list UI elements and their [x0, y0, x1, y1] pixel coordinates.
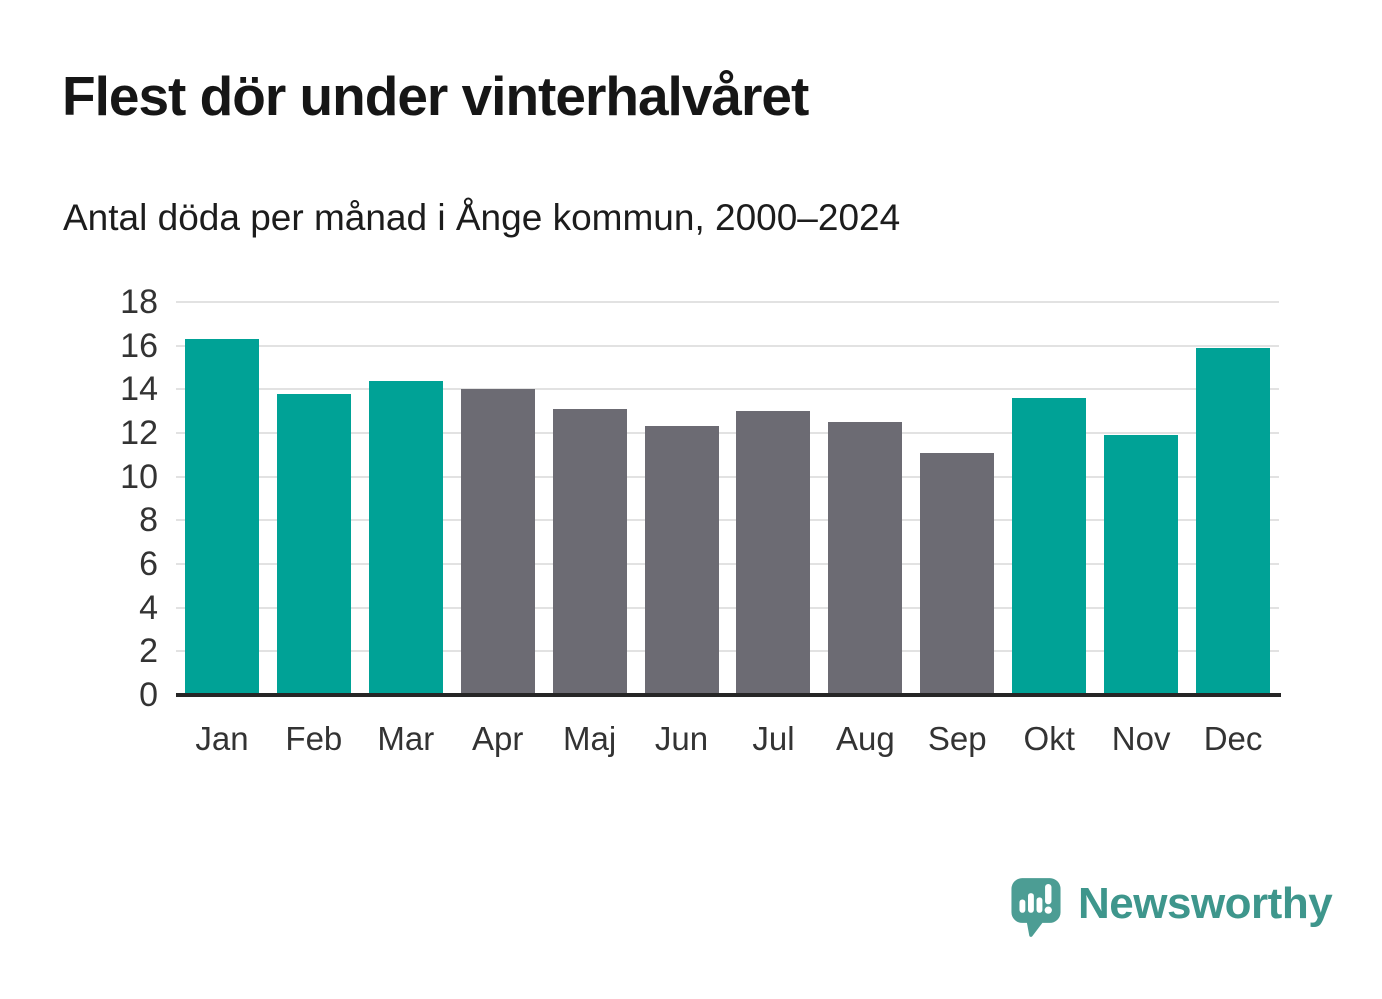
x-tick-label-jun: Jun: [654, 720, 709, 757]
bar-jun: [644, 426, 719, 695]
gridline-y-4: [176, 606, 1279, 609]
gridline-y-6: [176, 563, 1279, 565]
gridline-y-10: [176, 475, 1279, 478]
y-tick-label-16: 16: [120, 326, 158, 365]
x-tick-label-jan: Jan: [195, 720, 249, 757]
bar-sep: [920, 452, 995, 695]
bar-maj: [552, 408, 627, 695]
bar-apr: [460, 389, 535, 695]
x-tick-label-aug: Aug: [836, 720, 895, 757]
gridline-y-18: [176, 301, 1279, 303]
newsworthy-logo-text: Newsworthy: [1078, 879, 1333, 928]
x-tick-label-mar: Mar: [377, 720, 435, 757]
gridline-y-2: [176, 650, 1279, 653]
bar-okt: [1012, 398, 1087, 695]
chart-subtitle: Antal döda per månad i Ånge kommun, 2000…: [63, 197, 901, 238]
x-tick-label-sep: Sep: [927, 720, 987, 757]
x-tick-label-nov: Nov: [1111, 720, 1171, 757]
bar-chart-speech-bubble-icon: [1011, 878, 1061, 937]
y-tick-label-0: 0: [139, 676, 158, 714]
gridline-y-16: [176, 344, 1279, 347]
x-tick-label-apr: Apr: [472, 720, 524, 757]
chart-title: Flest dör under vinterhalvåret: [62, 65, 809, 127]
y-tick-label-4: 4: [139, 588, 158, 627]
x-tick-label-maj: Maj: [563, 720, 617, 757]
gridline-y-8: [176, 519, 1279, 522]
x-tick-label-feb: Feb: [285, 720, 343, 757]
bar-feb: [276, 393, 351, 695]
y-tick-label-18: 18: [120, 283, 158, 321]
x-tick-label-jul: Jul: [752, 720, 795, 757]
x-tick-label-dec: Dec: [1203, 720, 1263, 757]
x-tick-label-okt: Okt: [1023, 720, 1075, 757]
bar-nov: [1104, 435, 1179, 695]
y-tick-label-14: 14: [120, 370, 158, 409]
x-axis-line: [176, 693, 1281, 697]
bar-dec: [1196, 347, 1271, 695]
y-tick-label-10: 10: [120, 457, 158, 496]
bar-jul: [736, 411, 811, 695]
gridline-y-12: [176, 432, 1279, 434]
y-tick-label-8: 8: [139, 501, 158, 540]
bar-mar: [368, 380, 443, 695]
y-tick-label-12: 12: [120, 414, 158, 452]
bar-aug: [828, 422, 903, 695]
y-tick-label-2: 2: [139, 632, 158, 671]
newsworthy-logo: Newsworthy: [1008, 876, 1333, 940]
gridline-y-14: [176, 388, 1279, 391]
y-tick-label-6: 6: [139, 545, 158, 583]
bar-jan: [184, 339, 259, 695]
